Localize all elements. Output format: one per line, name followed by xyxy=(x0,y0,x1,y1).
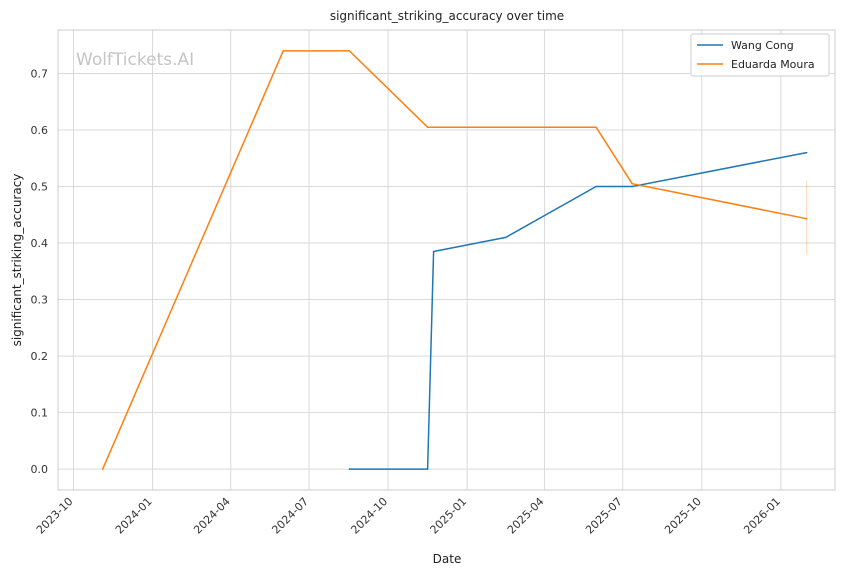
y-axis-title: significant_striking_accuracy xyxy=(10,174,24,347)
y-axis: 0.0 0.1 0.2 0.3 0.4 0.5 0.6 0.7 xyxy=(31,68,49,477)
legend: Wang Cong Eduarda Moura xyxy=(690,33,830,77)
data-point-wang-cong xyxy=(505,236,507,239)
x-tick-label: 2025-10 xyxy=(662,495,704,537)
x-tick-label: 2024-04 xyxy=(191,495,233,537)
data-point-wang-cong xyxy=(631,185,633,188)
x-axis-title: Date xyxy=(433,552,462,566)
data-point-eduarda-moura xyxy=(631,182,633,185)
plot-frame xyxy=(57,29,836,491)
chart-title: significant_striking_accuracy over time xyxy=(330,9,564,23)
data-point-wang-cong xyxy=(432,250,435,253)
y-tick-label: 0.5 xyxy=(31,181,49,194)
series-line-eduarda-moura xyxy=(102,50,807,470)
grid xyxy=(58,30,835,490)
y-tick-label: 0.0 xyxy=(31,463,49,476)
x-tick-label: 2025-01 xyxy=(428,495,470,537)
data-point-wang-cong xyxy=(348,468,351,470)
data-point-eduarda-moura xyxy=(348,50,351,52)
series-layer xyxy=(101,50,808,470)
y-tick-label: 0.7 xyxy=(31,68,49,81)
data-point-wang-cong xyxy=(426,468,429,470)
x-tick-label: 2024-01 xyxy=(113,495,155,537)
data-point-eduarda-moura xyxy=(101,468,104,470)
data-point-wang-cong xyxy=(805,151,808,154)
x-tick-label: 2025-07 xyxy=(583,495,625,537)
x-tick-label: 2023-10 xyxy=(34,495,76,537)
x-tick-label: 2026-01 xyxy=(741,495,783,537)
y-tick-label: 0.4 xyxy=(31,237,49,250)
legend-label-eduarda-moura: Eduarda Moura xyxy=(731,58,815,71)
x-axis: 2023-10 2024-01 2024-04 2024-07 2024-10 2025-… xyxy=(34,495,783,537)
x-tick-label: 2024-10 xyxy=(348,495,390,537)
legend-box xyxy=(690,33,830,77)
y-tick-label: 0.1 xyxy=(31,407,49,420)
x-tick-label: 2025-04 xyxy=(505,495,547,537)
x-tick-label: 2024-07 xyxy=(269,495,311,537)
y-tick-label: 0.2 xyxy=(31,350,49,363)
data-point-eduarda-moura xyxy=(805,217,808,220)
series-line-wang-cong xyxy=(349,151,807,470)
legend-label-wang-cong: Wang Cong xyxy=(731,39,794,52)
data-point-eduarda-moura xyxy=(426,126,429,128)
watermark: WolfTickets.AI xyxy=(76,50,194,70)
data-point-wang-cong xyxy=(595,185,597,188)
data-point-eduarda-moura xyxy=(595,126,597,128)
y-tick-label: 0.3 xyxy=(31,294,49,307)
y-tick-label: 0.6 xyxy=(31,124,49,137)
data-point-eduarda-moura xyxy=(282,50,284,52)
